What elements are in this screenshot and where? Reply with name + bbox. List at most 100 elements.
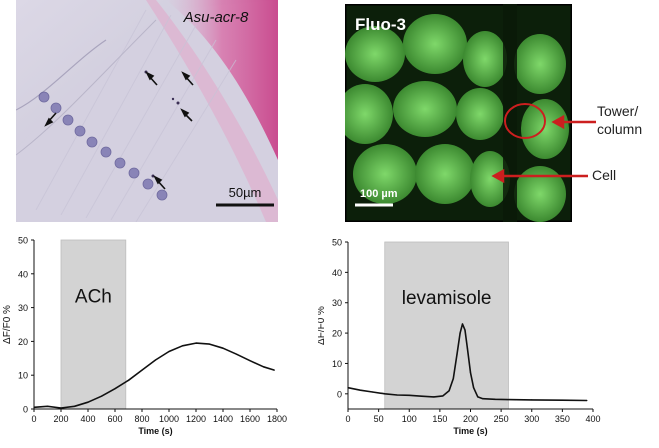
tower-column-circle xyxy=(504,103,546,139)
chart-ach-data-point xyxy=(33,406,35,408)
chart-ach-data-point xyxy=(195,342,197,344)
micrograph-left-label: Asu-acr-8 xyxy=(183,9,249,26)
chart-levamisole-data-point xyxy=(452,378,454,380)
chart-ach-x-tick-label: 1200 xyxy=(186,414,206,424)
chart-levamisole-data-point xyxy=(586,399,588,402)
chart-levamisole-y-tick-label: 30 xyxy=(332,298,342,308)
cell-label: Cell xyxy=(592,167,616,183)
chart-ach-data-point xyxy=(235,353,238,355)
chart-levamisole-data-point xyxy=(561,399,563,401)
chart-ach-data-point xyxy=(249,360,251,362)
chart-ach-y-axis-label: ΔF/F0 % xyxy=(2,305,13,344)
chart-levamisole-data-point xyxy=(464,329,466,331)
chart-ach-x-tick-label: 600 xyxy=(107,414,122,424)
chart-levamisole-data-point xyxy=(433,396,435,398)
chart-ach-data-point xyxy=(73,405,76,407)
chart-levamisole-x-tick-label: 350 xyxy=(555,414,570,424)
chart-ach-x-tick-label: 800 xyxy=(134,414,149,424)
chart-levamisole-x-tick-label: 50 xyxy=(374,414,384,424)
chart-levamisole-data-point xyxy=(359,389,361,391)
chart-ach-data-point xyxy=(46,405,49,407)
chart-levamisole-data-point xyxy=(448,390,450,392)
micrograph-left-image: Asu-acr-8 50µm xyxy=(16,0,278,222)
chart-ach-data-point xyxy=(87,401,89,403)
chart-levamisole-data-point xyxy=(408,394,410,396)
chart-levamisole-shaded-region xyxy=(384,241,509,410)
chart-levamisole-data-point xyxy=(396,394,398,396)
chart-levamisole-data-point xyxy=(459,332,461,334)
chart-levamisole-x-tick-label: 400 xyxy=(585,414,600,424)
chart-levamisole: levamisole 0 50 100 150 200 250 300 350 400 0 10 20 3… xyxy=(316,230,659,443)
micrograph-right-label: Fluo-3 xyxy=(355,15,406,34)
chart-ach-data-point xyxy=(100,395,103,397)
cell-arrow-head xyxy=(491,168,505,184)
micrograph-right-image: Fluo-3 100 µm xyxy=(345,4,572,222)
chart-ach-y-tick-label: 0 xyxy=(23,405,28,415)
chart-levamisole-x-tick-label: 0 xyxy=(345,414,350,424)
chart-levamisole-data-point xyxy=(371,391,374,393)
chart-ach-data-point xyxy=(154,359,157,361)
chart-ach-data-point xyxy=(168,350,170,353)
chart-ach-svg: ACh 0 200 400 600 800 1000 1200 1400 1600 1800 0 10 2… xyxy=(2,236,287,437)
chart-ach-shaded-region xyxy=(60,239,127,410)
chart-levamisole-y-tick-label: 50 xyxy=(332,238,342,248)
chart-levamisole-data-point xyxy=(456,353,458,355)
scale-bar-right-label: 100 µm xyxy=(360,188,398,200)
chart-ach-data-point xyxy=(273,369,275,371)
chart-ach-y-tick-label: 30 xyxy=(18,303,28,313)
chart-ach-x-tick-label: 0 xyxy=(31,414,36,424)
chart-levamisole-shaded-label: levamisole xyxy=(402,288,492,309)
chart-ach-data-point xyxy=(181,345,184,347)
chart-levamisole-x-tick-label: 200 xyxy=(463,414,478,424)
chart-ach-x-tick-label: 1000 xyxy=(159,414,179,424)
chart-levamisole-data-point xyxy=(442,395,444,397)
chart-ach-x-tick-label: 1800 xyxy=(267,414,287,424)
chart-ach-data-point xyxy=(60,407,62,409)
chart-levamisole-y-tick-label: 40 xyxy=(332,268,342,278)
chart-ach-y-tick-label: 40 xyxy=(18,269,28,279)
annotations-layer: Tower/ column Cell xyxy=(491,103,642,184)
chart-ach-x-tick-label: 400 xyxy=(80,414,95,424)
chart-levamisole-data-point xyxy=(384,393,386,395)
chart-levamisole-x-axis-label: Time (s) xyxy=(453,426,487,436)
chart-ach-y-tick-label: 50 xyxy=(18,236,28,246)
chart-levamisole-data-point xyxy=(469,371,472,374)
tower-arrow-head xyxy=(551,114,565,130)
chart-ach-data-point xyxy=(222,347,224,349)
chart-ach-y-tick-label: 10 xyxy=(18,371,28,381)
chart-levamisole-y-tick-label: 0 xyxy=(337,389,342,399)
chart-levamisole-data-point xyxy=(472,387,475,389)
micrograph-fluo-3: Fluo-3 100 µm xyxy=(345,4,572,222)
tower-label-line2: column xyxy=(597,121,642,137)
chart-levamisole-data-point xyxy=(466,347,469,349)
chart-ach-y-tick-label: 20 xyxy=(18,337,28,347)
chart-levamisole-y-axis-label: ΔF/F0 % xyxy=(318,306,327,345)
chart-levamisole-data-point xyxy=(461,323,464,325)
chart-ach-x-axis-label: Time (s) xyxy=(138,426,172,436)
chart-levamisole-x-tick-label: 300 xyxy=(524,414,539,424)
chart-ach-x-tick-label: 1600 xyxy=(240,414,260,424)
chart-ach-shaded-label: ACh xyxy=(75,287,112,308)
scale-bar-left-label: 50µm xyxy=(229,185,262,200)
chart-ach-x-tick-label: 200 xyxy=(53,414,68,424)
chart-ach-data-point xyxy=(127,379,130,381)
chart-levamisole-data-point xyxy=(482,398,484,400)
chart-ach-data-point xyxy=(114,388,116,390)
chart-levamisole-x-tick-label: 100 xyxy=(402,414,417,424)
chart-levamisole-data-point xyxy=(477,396,479,398)
chart-ach-data-point xyxy=(208,343,211,345)
micrograph-asu-acr-8: Asu-acr-8 50µm xyxy=(16,0,278,222)
chart-levamisole-data-point xyxy=(420,395,423,397)
chart-ach-x-tick-label: 1400 xyxy=(213,414,233,424)
chart-ach-data-point xyxy=(141,369,143,371)
chart-ach-data-point xyxy=(262,366,265,368)
chart-levamisole-data-point xyxy=(494,398,496,400)
chart-ach: ACh 0 200 400 600 800 1000 1200 1400 1600 1800 0 10 2… xyxy=(0,230,300,443)
chart-levamisole-x-tick-label: 150 xyxy=(432,414,447,424)
tower-label-line1: Tower/ xyxy=(597,103,638,119)
chart-levamisole-data-point xyxy=(347,387,349,389)
chart-levamisole-data-point xyxy=(506,398,508,401)
chart-levamisole-y-tick-label: 20 xyxy=(332,329,342,339)
chart-levamisole-y-tick-label: 10 xyxy=(332,359,342,369)
chart-levamisole-data-point xyxy=(531,399,533,401)
